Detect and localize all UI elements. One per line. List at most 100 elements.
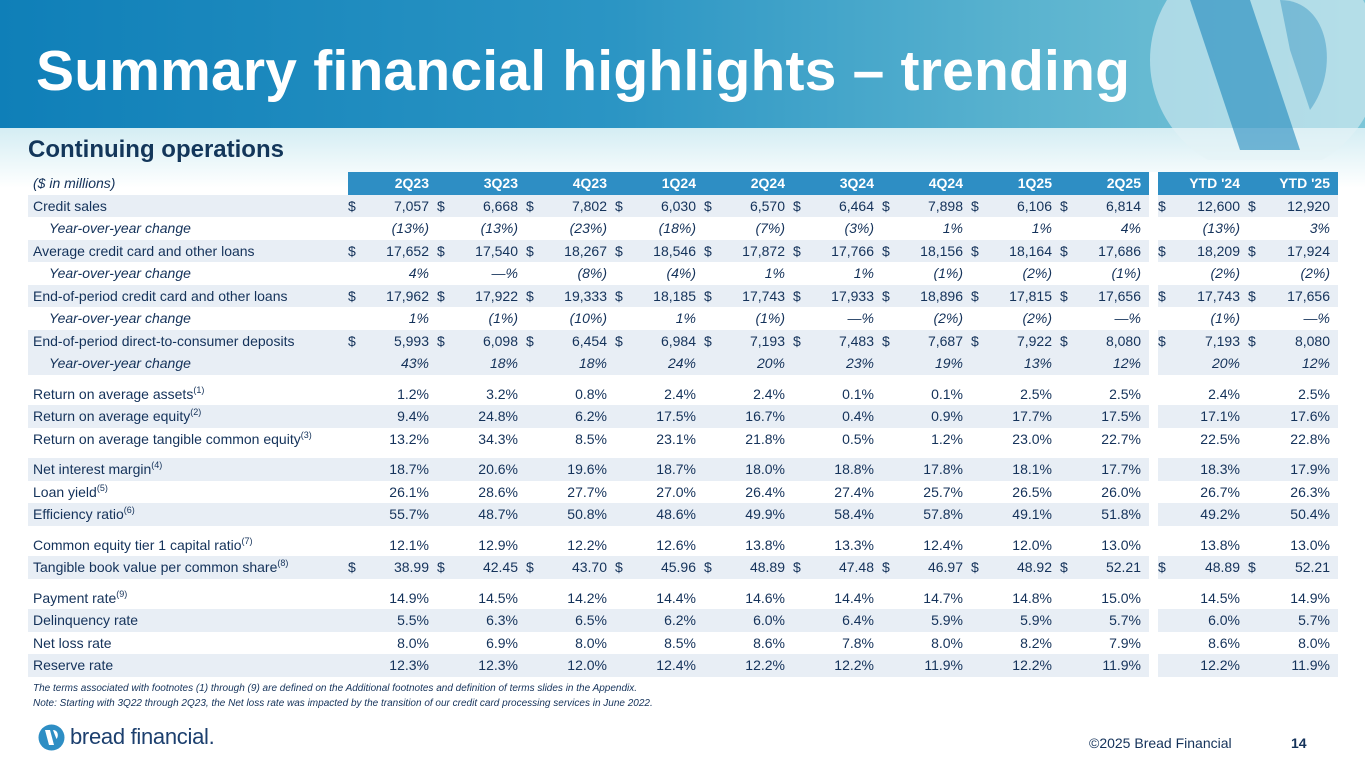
value-cell: 14.4% [615, 587, 704, 610]
value-cell: 13.0% [1248, 534, 1338, 557]
value-text: 18% [489, 355, 518, 372]
value-cell: 6.0% [1158, 609, 1248, 632]
value-text: 6.5% [575, 612, 607, 629]
value-cell: 26.0% [1060, 481, 1149, 504]
value-text: 18,209 [1197, 242, 1240, 259]
table-row: Return on average tangible common equity… [28, 427, 1338, 451]
table-row: Average credit card and other loans $17,6… [28, 239, 1338, 262]
column-gap [1149, 609, 1158, 632]
value-cell: $43.70 [526, 556, 615, 579]
value-text: 43% [400, 355, 429, 372]
column-header-quarter: 1Q24 [615, 172, 704, 195]
value-text: 45.96 [660, 559, 696, 576]
value-cell: (23%) [526, 217, 615, 240]
value-cell: 23% [793, 352, 882, 375]
value-text: 17,922 [475, 287, 518, 304]
value-text: 5.5% [397, 612, 429, 629]
value-cell: 1% [971, 217, 1060, 240]
value-text: 24.8% [478, 408, 518, 425]
value-cell: (1%) [1060, 262, 1149, 285]
value-text: 1.2% [397, 385, 429, 402]
value-text: 14.5% [1200, 589, 1240, 606]
value-cell: 8.2% [971, 632, 1060, 655]
value-text: 18,164 [1009, 242, 1052, 259]
column-gap [1149, 239, 1158, 262]
value-cell: 43% [348, 352, 437, 375]
value-cell: 26.5% [971, 481, 1060, 504]
value-cell: $6,464 [793, 194, 882, 217]
value-text: 18.7% [656, 461, 696, 478]
value-cell: 34.3% [437, 428, 526, 451]
value-cell: 18% [437, 352, 526, 375]
value-cell: 14.5% [1158, 587, 1248, 610]
value-text: 48.6% [656, 506, 696, 523]
value-cell: 0.9% [882, 405, 971, 428]
value-cell: $8,080 [1060, 329, 1149, 352]
value-text: 14.4% [834, 589, 874, 606]
value-wrap: $38.99 [348, 559, 429, 575]
value-wrap: $17,962 [348, 288, 429, 304]
value-wrap: $7,922 [971, 333, 1052, 349]
value-cell: 12.0% [526, 654, 615, 677]
dollar-sign: $ [1248, 332, 1256, 349]
table-row: Return on average assets(1) 1.2% 3.2% 0.8% 2… [28, 382, 1338, 406]
value-cell: 12.2% [971, 654, 1060, 677]
dollar-sign: $ [348, 559, 356, 576]
column-gap [1149, 352, 1158, 375]
value-cell: $6,668 [437, 194, 526, 217]
value-wrap: $7,898 [882, 198, 963, 214]
value-wrap: $18,185 [615, 288, 696, 304]
value-text: 6,814 [1105, 197, 1141, 214]
value-text: 19% [934, 355, 963, 372]
value-cell: 49.9% [704, 503, 793, 526]
row-label-text: Net loss rate [33, 634, 112, 651]
dollar-sign: $ [348, 242, 356, 259]
spacer-cell [28, 525, 1338, 534]
value-text: 57.8% [923, 506, 963, 523]
value-text: 48.7% [478, 506, 518, 523]
row-label: End-of-period direct-to-consumer deposit… [28, 329, 348, 352]
value-text: (4%) [666, 265, 696, 282]
value-cell: 8.5% [526, 428, 615, 451]
value-wrap: $7,687 [882, 333, 963, 349]
value-cell: (1%) [437, 307, 526, 330]
section-subtitle: Continuing operations [28, 136, 284, 163]
value-text: 12.4% [656, 657, 696, 674]
value-text: 14.8% [1012, 589, 1052, 606]
value-text: (13%) [391, 220, 429, 237]
footnote-marker: (9) [116, 588, 128, 599]
dollar-sign: $ [704, 559, 712, 576]
value-wrap: $12,600 [1158, 198, 1240, 214]
column-gap [1149, 382, 1158, 405]
value-text: 18,156 [920, 242, 963, 259]
column-header-ytd: YTD '25 [1248, 172, 1338, 195]
value-wrap: $19,333 [526, 288, 607, 304]
value-cell: $6,570 [704, 194, 793, 217]
value-wrap: $42.45 [437, 559, 518, 575]
value-cell: $18,546 [615, 239, 704, 262]
value-cell: $8,080 [1248, 329, 1338, 352]
value-wrap: $17,922 [437, 288, 518, 304]
value-cell: 26.7% [1158, 481, 1248, 504]
value-text: 13.2% [389, 430, 429, 447]
value-text: 47.48 [838, 559, 874, 576]
row-label-text: Net interest margin [33, 461, 152, 478]
value-cell: 0.1% [793, 383, 882, 406]
row-label-text: Delinquency rate [33, 612, 139, 629]
value-text: 16.7% [745, 408, 785, 425]
value-text: 1% [1031, 220, 1052, 237]
value-cell: 22.8% [1248, 428, 1338, 451]
dollar-sign: $ [971, 332, 979, 349]
value-text: 18,185 [653, 287, 696, 304]
value-cell: 14.6% [704, 587, 793, 610]
value-cell: 7.9% [1060, 632, 1149, 655]
column-gap [1149, 262, 1158, 285]
value-text: 52.21 [1294, 559, 1330, 576]
value-text: 17,962 [386, 287, 429, 304]
value-cell: 26.1% [348, 481, 437, 504]
value-cell: $17,743 [1158, 284, 1248, 307]
column-gap [1149, 458, 1158, 481]
value-cell: 12.4% [615, 654, 704, 677]
value-text: 7,483 [838, 332, 874, 349]
value-wrap: $17,743 [1158, 288, 1240, 304]
